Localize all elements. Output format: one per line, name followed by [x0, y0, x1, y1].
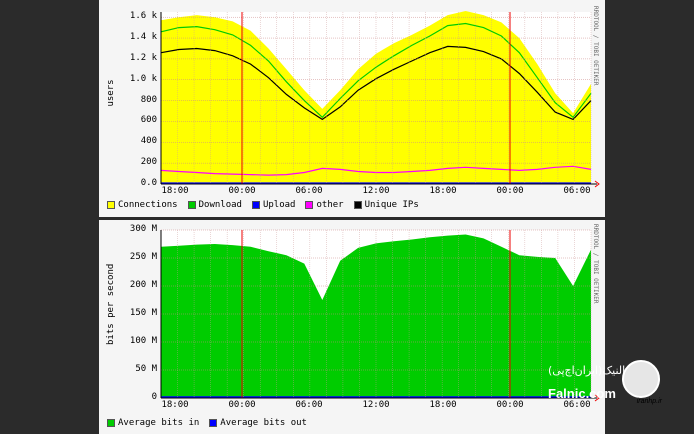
- y-tick-label: 0: [151, 392, 157, 402]
- watermark-logo-text: iranhp.ir: [636, 398, 662, 405]
- legend-swatch: [187, 201, 196, 209]
- legend: Connections Download Upload other Unique IPs: [107, 200, 419, 210]
- series-download-line: [160, 22, 592, 119]
- x-tick-label: 12:00: [362, 186, 390, 196]
- traffic-graph-panel: bits per second RRDTOOL / TOBI OETIKER 3…: [99, 220, 605, 434]
- legend-label: Upload: [262, 200, 296, 210]
- y-tick-label: 800: [140, 94, 157, 105]
- legend-label: other: [316, 200, 344, 210]
- series-connections-area: [161, 11, 591, 184]
- legend-item: Upload: [251, 200, 296, 210]
- y-tick-label: 150 M: [129, 308, 157, 318]
- x-tick-label: 06:00: [295, 186, 323, 196]
- y-tick-label: 100 M: [129, 336, 157, 346]
- x-tick-label: 06:00: [295, 400, 323, 410]
- users-chart: [160, 11, 600, 188]
- x-tick-label: 18:00: [429, 400, 457, 410]
- legend-swatch: [251, 201, 260, 209]
- y-tick-label: 250 M: [129, 252, 157, 262]
- y-tick-label: 400: [140, 136, 157, 147]
- x-tick-label: 00:00: [228, 400, 256, 410]
- y-tick-label: 200: [140, 157, 157, 168]
- legend-swatch: [353, 201, 362, 209]
- legend-item: Download: [187, 200, 242, 210]
- y-tick-label: 200 M: [129, 280, 157, 290]
- x-tick-label: 06:00: [563, 186, 591, 196]
- x-tick-label: 00:00: [496, 186, 524, 196]
- legend-label: Average bits in: [118, 418, 200, 428]
- watermark-persian-text: فالنیک(ایران‌اچ‌پی): [548, 364, 631, 377]
- legend-item: Connections: [107, 200, 178, 210]
- legend-item: Unique IPs: [353, 200, 419, 210]
- y-tick-label: 1.0 k: [129, 73, 157, 84]
- legend-swatch: [305, 201, 314, 209]
- axis-arrow-icon: [594, 180, 600, 188]
- y-tick-label: 1.2 k: [129, 52, 157, 63]
- rrdtool-credit: RRDTOOL / TOBI OETIKER: [592, 6, 599, 86]
- legend: Average bits in Average bits out: [107, 418, 307, 428]
- legend-item: Average bits out: [209, 418, 307, 428]
- legend-swatch: [107, 201, 115, 209]
- axis-arrow-icon: [594, 394, 600, 402]
- legend-swatch: [209, 419, 218, 427]
- legend-item: other: [305, 200, 344, 210]
- legend-label: Download: [198, 200, 242, 210]
- x-tick-label: 00:00: [228, 186, 256, 196]
- y-tick-label: 0.0: [140, 178, 157, 188]
- y-tick-label: 300 M: [129, 224, 157, 234]
- legend-label: Average bits out: [220, 418, 307, 428]
- x-tick-label: 06:00: [563, 400, 591, 410]
- x-tick-label: 18:00: [429, 186, 457, 196]
- y-tick-label: 1.4 k: [129, 32, 157, 43]
- y-axis-label: bits per second: [106, 263, 116, 345]
- traffic-chart: [160, 229, 600, 402]
- y-tick-label: 50 M: [135, 364, 157, 374]
- falnic-logo-icon: [622, 360, 660, 398]
- legend-swatch: [107, 419, 115, 427]
- y-tick-label: 1.6 k: [129, 11, 157, 22]
- y-tick-label: 600: [140, 115, 157, 126]
- falnic-watermark: فالنیک(ایران‌اچ‌پی) Falnic.com iranhp.ir: [544, 360, 664, 410]
- legend-item: Average bits in: [107, 418, 199, 428]
- watermark-site: Falnic.com: [548, 386, 616, 401]
- legend-label: Connections: [118, 200, 178, 210]
- x-tick-label: 12:00: [362, 400, 390, 410]
- x-tick-label: 00:00: [496, 400, 524, 410]
- x-tick-label: 18:00: [161, 400, 189, 410]
- legend-label: Unique IPs: [364, 200, 419, 210]
- x-tick-label: 18:00: [161, 186, 189, 196]
- rrdtool-credit: RRDTOOL / TOBI OETIKER: [592, 224, 599, 304]
